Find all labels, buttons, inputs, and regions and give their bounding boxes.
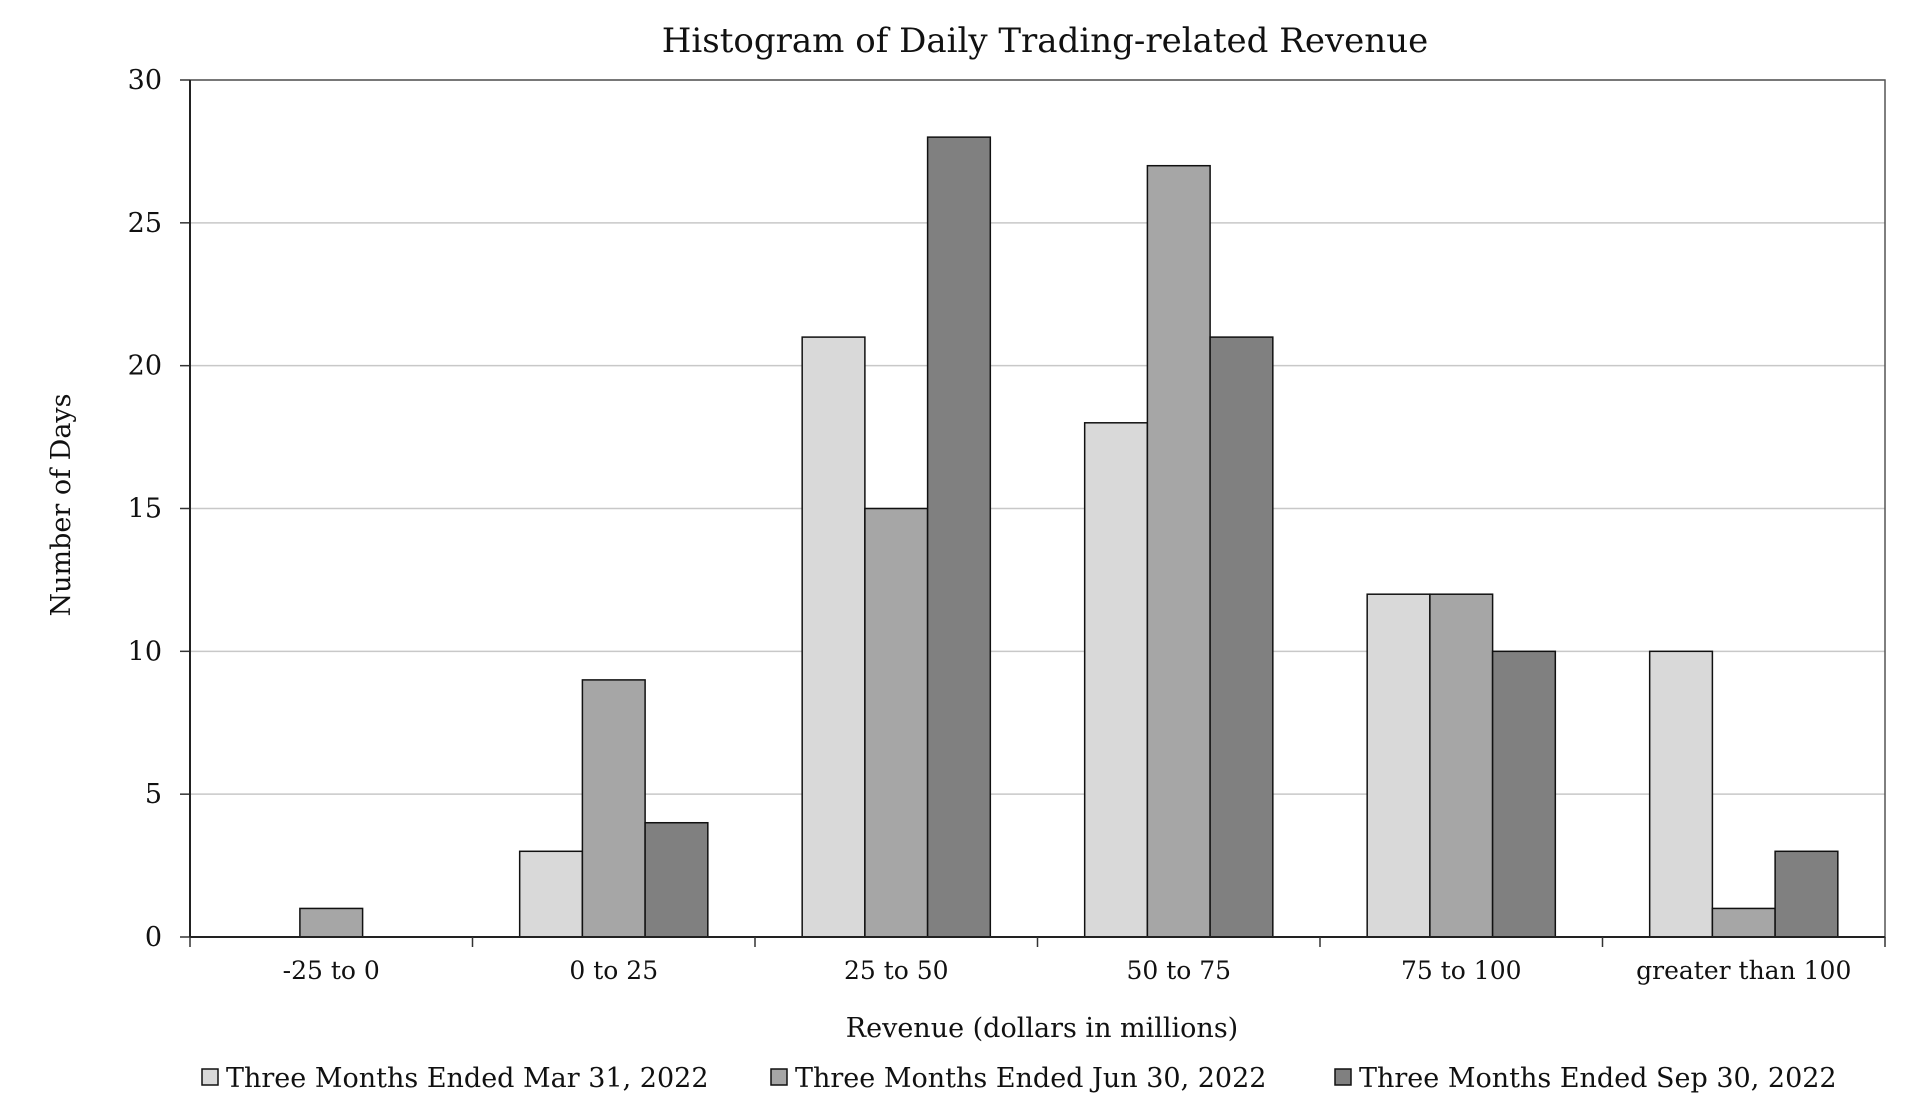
y-tick-label: 15 <box>128 494 162 525</box>
x-tick-label: greater than 100 <box>1636 956 1851 985</box>
y-tick-label: 20 <box>128 351 162 382</box>
bar-series-3-category-4 <box>1209 336 1274 938</box>
bar-series-1-category-6 <box>1648 650 1714 938</box>
bars <box>299 136 1839 938</box>
legend-label-2: Three Months Ended Jun 30, 2022 <box>795 1063 1266 1094</box>
legend-swatch-1 <box>201 1068 219 1086</box>
bar-series-2-category-2 <box>581 679 646 938</box>
x-tick-label: 50 to 75 <box>1126 956 1231 985</box>
bar-series-1-category-2 <box>518 850 584 938</box>
y-tick-label: 25 <box>128 208 162 239</box>
bar-series-1-category-3 <box>801 336 866 938</box>
legend: Three Months Ended Mar 31, 2022 Three Mon… <box>201 1063 1837 1094</box>
bar-series-2-category-1 <box>299 907 364 938</box>
bar-series-1-category-5 <box>1366 593 1431 938</box>
y-tick-label: 10 <box>128 636 162 667</box>
bar-series-2-category-3 <box>864 507 929 938</box>
y-tick-label: 0 <box>145 922 162 953</box>
bar-series-2-category-5 <box>1429 593 1494 938</box>
bar-series-3-category-5 <box>1491 650 1557 938</box>
bar-series-2-category-4 <box>1146 164 1211 938</box>
x-tick-label: 0 to 25 <box>569 956 658 985</box>
x-axis-title: Revenue (dollars in millions) <box>846 1013 1238 1044</box>
chart-title: Histogram of Daily Trading-related Reven… <box>662 21 1428 61</box>
legend-label-1: Three Months Ended Mar 31, 2022 <box>226 1063 709 1094</box>
legend-swatch-3 <box>1334 1068 1352 1086</box>
bar-series-2-category-6 <box>1711 907 1776 938</box>
bar-series-3-category-3 <box>926 136 992 938</box>
bar-series-3-category-6 <box>1774 850 1839 938</box>
bar-series-3-category-2 <box>644 821 709 938</box>
legend-label-3: Three Months Ended Sep 30, 2022 <box>1359 1063 1837 1094</box>
x-tick-label: 25 to 50 <box>844 956 949 985</box>
x-tick-label: 75 to 100 <box>1401 956 1522 985</box>
y-tick-label: 5 <box>145 779 162 810</box>
y-tick-label: 30 <box>128 65 162 96</box>
axes: 0 5 10 15 20 25 30 -25 to 0 0 to 25 25 to 50 50 to… <box>128 65 1886 985</box>
legend-swatch-2 <box>770 1068 788 1086</box>
x-tick-label: -25 to 0 <box>283 956 380 985</box>
y-axis-title: Number of Days <box>46 393 77 616</box>
bar-series-1-category-4 <box>1083 422 1149 938</box>
